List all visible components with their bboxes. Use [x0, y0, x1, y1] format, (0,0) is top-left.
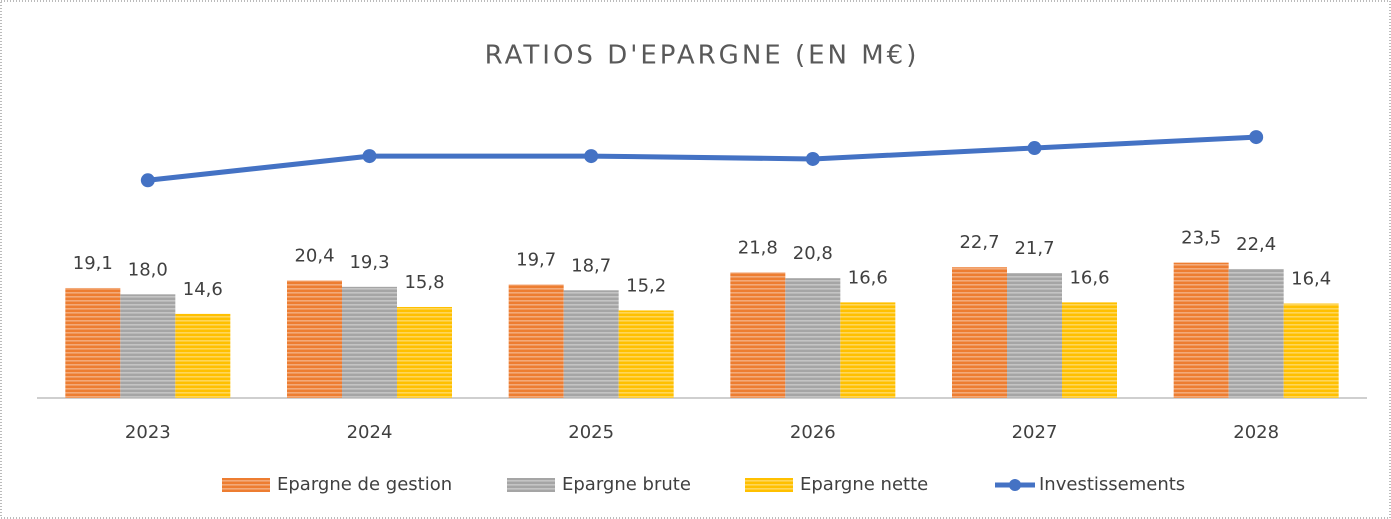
data-label: 22,4 — [1236, 234, 1276, 255]
data-label: 21,7 — [1014, 238, 1054, 259]
bar — [508, 284, 564, 398]
legend-swatch — [745, 478, 793, 492]
bar — [1062, 302, 1117, 398]
line-marker — [140, 173, 155, 188]
legend-swatch — [507, 478, 555, 492]
data-label: 16,4 — [1291, 269, 1331, 290]
x-tick-label: 2025 — [568, 422, 614, 443]
bar — [175, 313, 231, 398]
bar — [120, 294, 176, 398]
data-label: 16,6 — [848, 267, 888, 288]
bar — [397, 306, 452, 398]
legend-swatch — [222, 478, 270, 492]
x-tick-label: 2026 — [790, 422, 836, 443]
line-marker — [584, 149, 599, 164]
data-label: 20,8 — [793, 243, 833, 264]
data-label: 23,5 — [1181, 228, 1221, 249]
chart-title: RATIOS D'EPARGNE (EN M€) — [485, 41, 920, 71]
bar — [785, 278, 841, 398]
data-label: 15,2 — [626, 275, 666, 296]
legend-label: Investissements — [1039, 474, 1185, 495]
line-marker — [805, 151, 820, 166]
x-tick-label: 2024 — [347, 422, 393, 443]
data-label: 15,8 — [404, 272, 444, 293]
legend-label: Epargne nette — [800, 474, 928, 495]
line — [147, 134, 1257, 183]
bar — [1173, 262, 1229, 398]
bar — [1283, 303, 1339, 398]
line-marker — [1249, 130, 1264, 145]
bar — [342, 286, 397, 398]
data-label: 18,7 — [571, 255, 611, 276]
data-label: 19,3 — [349, 252, 389, 273]
data-label: 16,6 — [1069, 267, 1109, 288]
data-label: 19,7 — [516, 250, 556, 271]
bar — [618, 310, 674, 398]
bar — [840, 302, 896, 398]
legend-label: Epargne brute — [562, 474, 691, 495]
bar — [563, 290, 619, 398]
x-tick-label: 2028 — [1233, 422, 1279, 443]
data-label: 18,0 — [128, 259, 168, 280]
x-tick-label: 2027 — [1012, 422, 1058, 443]
bar — [1007, 273, 1062, 398]
data-label: 22,7 — [959, 232, 999, 253]
legend-label: Epargne de gestion — [277, 474, 452, 495]
legend-marker — [1009, 479, 1021, 491]
line-marker — [362, 149, 377, 164]
bar — [730, 272, 786, 398]
bar — [65, 287, 121, 398]
bar — [952, 267, 1007, 398]
data-label: 19,1 — [73, 253, 113, 274]
data-label: 21,8 — [738, 237, 778, 258]
data-label: 20,4 — [294, 245, 334, 266]
line-marker — [1027, 141, 1042, 156]
bar — [1228, 268, 1284, 398]
data-label: 14,6 — [183, 279, 223, 300]
x-tick-label: 2023 — [125, 422, 171, 443]
bar — [287, 280, 342, 398]
